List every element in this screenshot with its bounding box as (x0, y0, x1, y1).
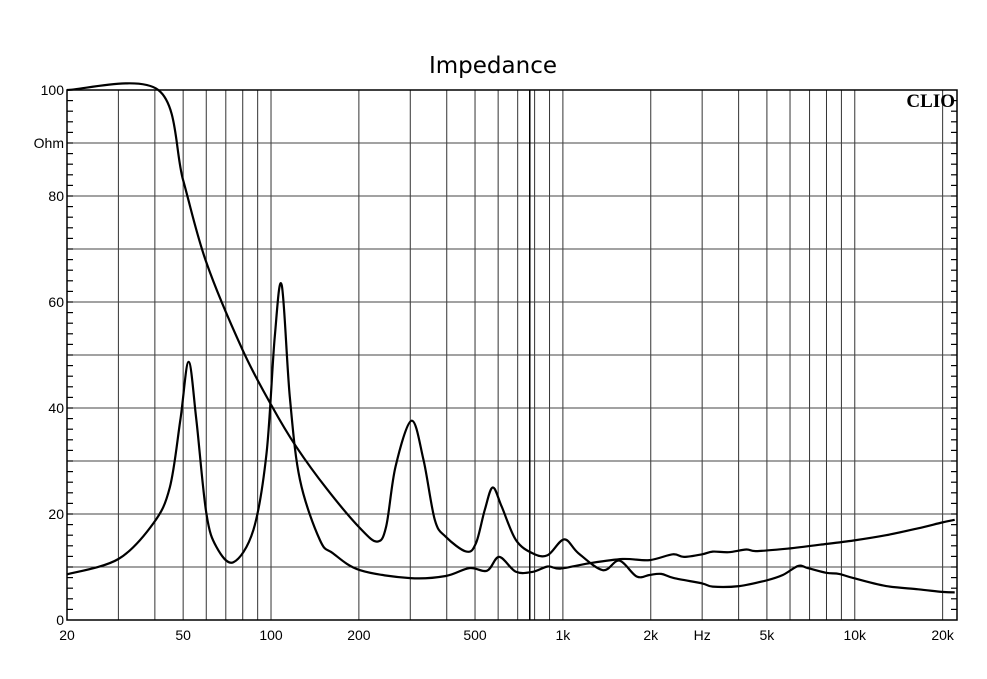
y-tick-label: Ohm (34, 135, 64, 151)
axis-labels: 20 50 100 200 500 1k 2k Hz 5k 10k 20k100Ohm8060402… (34, 82, 955, 643)
x-tick-label: 5k (760, 627, 776, 643)
impedance-curve-1 (66, 282, 955, 580)
y-tick-label: 40 (48, 400, 64, 416)
y-tick-label: 100 (41, 82, 65, 98)
x-tick-label: 50 (175, 627, 191, 643)
x-tick-label: 10k (843, 627, 867, 643)
clio-logo: CLIO (906, 91, 955, 112)
y-tick-label: 0 (56, 612, 64, 628)
x-tick-label: 1k (555, 627, 571, 643)
curves (66, 82, 955, 594)
impedance-curve-2 (66, 82, 955, 594)
x-tick-label: Hz (694, 627, 711, 643)
x-tick-label: 2k (643, 627, 659, 643)
x-tick-label: 200 (347, 627, 371, 643)
x-tick-label: 20 (59, 627, 75, 643)
x-tick-label: 20k (931, 627, 955, 643)
y-tick-label: 80 (48, 188, 64, 204)
x-tick-label: 500 (463, 627, 487, 643)
x-tick-label: 100 (259, 627, 283, 643)
axis-ticks (67, 99, 957, 611)
grid (66, 90, 957, 620)
plot-frame (66, 89, 958, 621)
y-tick-label: 20 (48, 506, 64, 522)
chart-title: Impedance (429, 53, 557, 79)
y-tick-label: 60 (48, 294, 64, 310)
